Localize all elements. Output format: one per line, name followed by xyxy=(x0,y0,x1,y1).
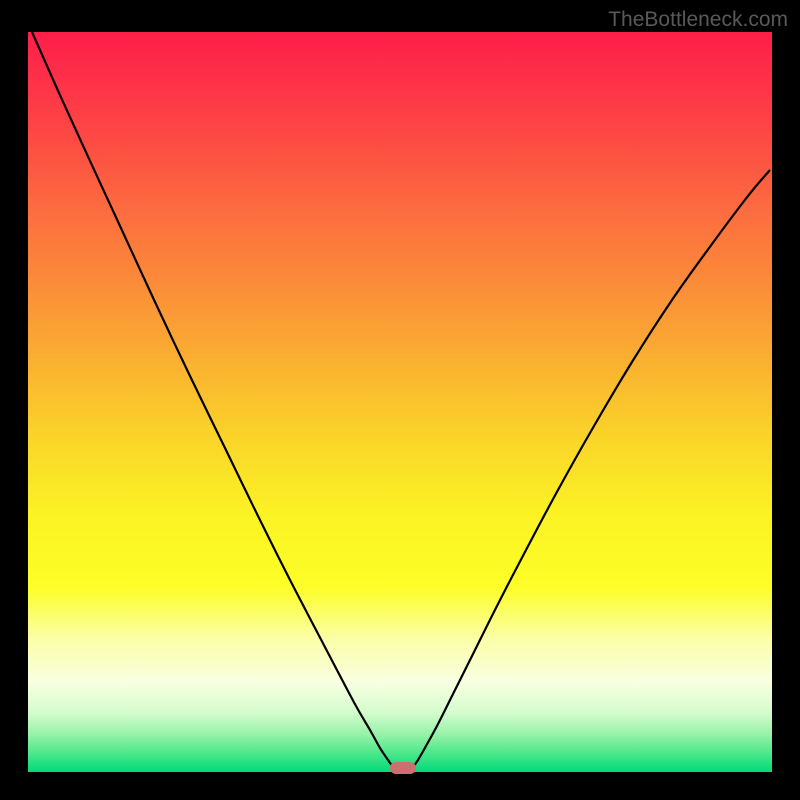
watermark: TheBottleneck.com xyxy=(608,8,788,32)
curve-left-branch xyxy=(32,32,393,767)
plot-area xyxy=(28,32,772,772)
minimum-marker xyxy=(390,762,416,774)
curve-layer xyxy=(0,0,800,800)
curve-right-branch xyxy=(413,170,770,767)
